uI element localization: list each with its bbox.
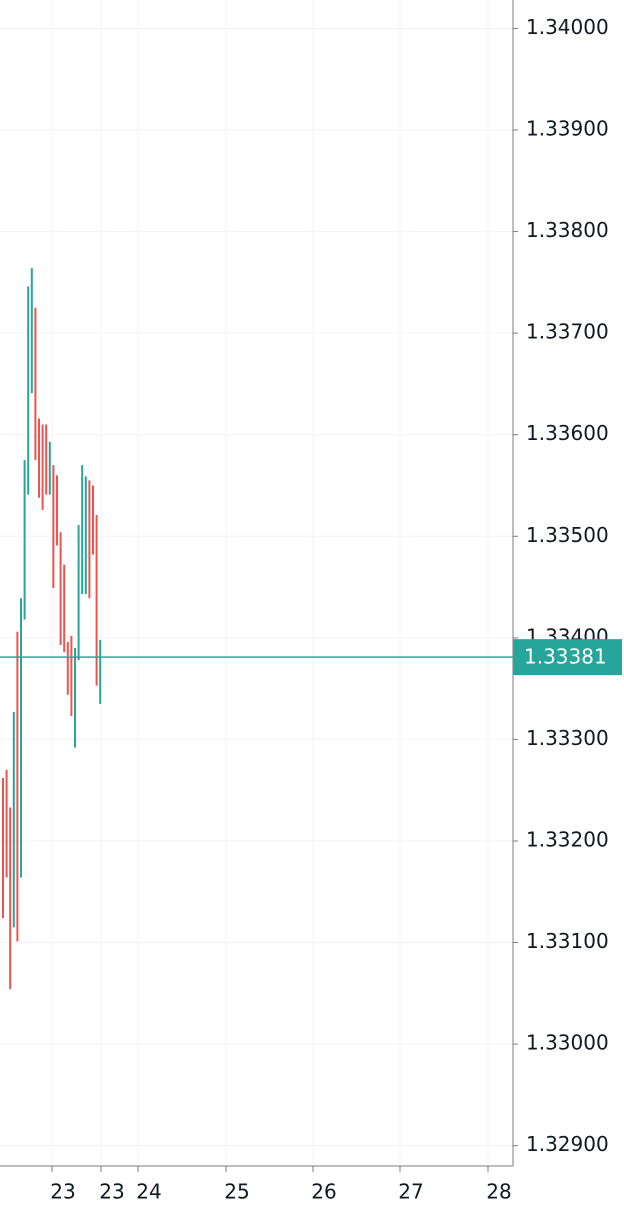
x-tick-label: 24 <box>136 1180 161 1204</box>
y-tick-label: 1.32900 <box>526 1132 609 1156</box>
last-price-box <box>513 639 622 676</box>
x-tick-label: 28 <box>486 1180 511 1204</box>
last-price-label: 1.33381 <box>524 645 607 669</box>
y-tick-label: 1.33800 <box>526 218 609 242</box>
y-tick-label: 1.33300 <box>526 726 609 750</box>
y-tick-label: 1.33900 <box>526 117 609 141</box>
x-tick-label: 23 <box>50 1180 75 1204</box>
x-tick-label: 27 <box>398 1180 423 1204</box>
x-tick-label: 23 <box>99 1180 124 1204</box>
y-tick-label: 1.33200 <box>526 827 609 851</box>
y-tick-label: 1.33500 <box>526 523 609 547</box>
y-tick-label: 1.33000 <box>526 1031 609 1055</box>
y-tick-label: 1.33700 <box>526 320 609 344</box>
x-tick-label: 25 <box>224 1180 249 1204</box>
y-tick-label: 1.33100 <box>526 929 609 953</box>
y-tick-label: 1.33600 <box>526 421 609 445</box>
x-tick-label: 26 <box>311 1180 336 1204</box>
y-tick-label: 1.34000 <box>526 15 609 39</box>
